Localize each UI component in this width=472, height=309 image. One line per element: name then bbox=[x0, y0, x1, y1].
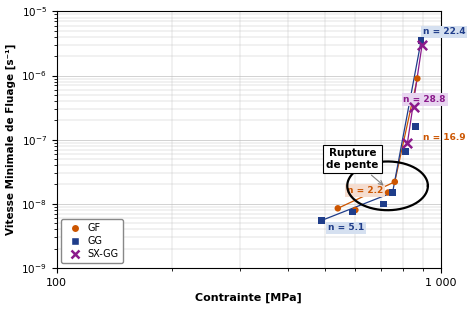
Legend: GF, GG, SX-GG: GF, GG, SX-GG bbox=[61, 219, 123, 263]
Point bbox=[418, 43, 426, 48]
Point bbox=[402, 149, 409, 154]
Text: n = 22.4: n = 22.4 bbox=[423, 28, 465, 36]
Text: n = 2.2: n = 2.2 bbox=[347, 186, 383, 195]
Point bbox=[417, 38, 425, 43]
Point bbox=[349, 209, 356, 214]
Point bbox=[379, 201, 387, 206]
Point bbox=[412, 124, 419, 129]
Text: n = 28.8: n = 28.8 bbox=[404, 95, 446, 104]
Y-axis label: Vitesse Minimale de Fluage [s⁻¹]: Vitesse Minimale de Fluage [s⁻¹] bbox=[6, 44, 16, 235]
Point bbox=[318, 218, 325, 223]
Point bbox=[384, 190, 392, 195]
Text: n = 5.1: n = 5.1 bbox=[329, 223, 364, 232]
Point bbox=[389, 190, 396, 195]
Point bbox=[411, 105, 418, 110]
X-axis label: Contrainte [MPa]: Contrainte [MPa] bbox=[195, 293, 302, 303]
Point bbox=[391, 179, 398, 184]
Text: Rupture
de pente: Rupture de pente bbox=[327, 148, 383, 185]
Text: n = 16.9: n = 16.9 bbox=[423, 133, 465, 142]
Point bbox=[404, 140, 411, 145]
Point bbox=[413, 76, 421, 81]
Point bbox=[334, 206, 342, 211]
Point bbox=[352, 208, 359, 213]
